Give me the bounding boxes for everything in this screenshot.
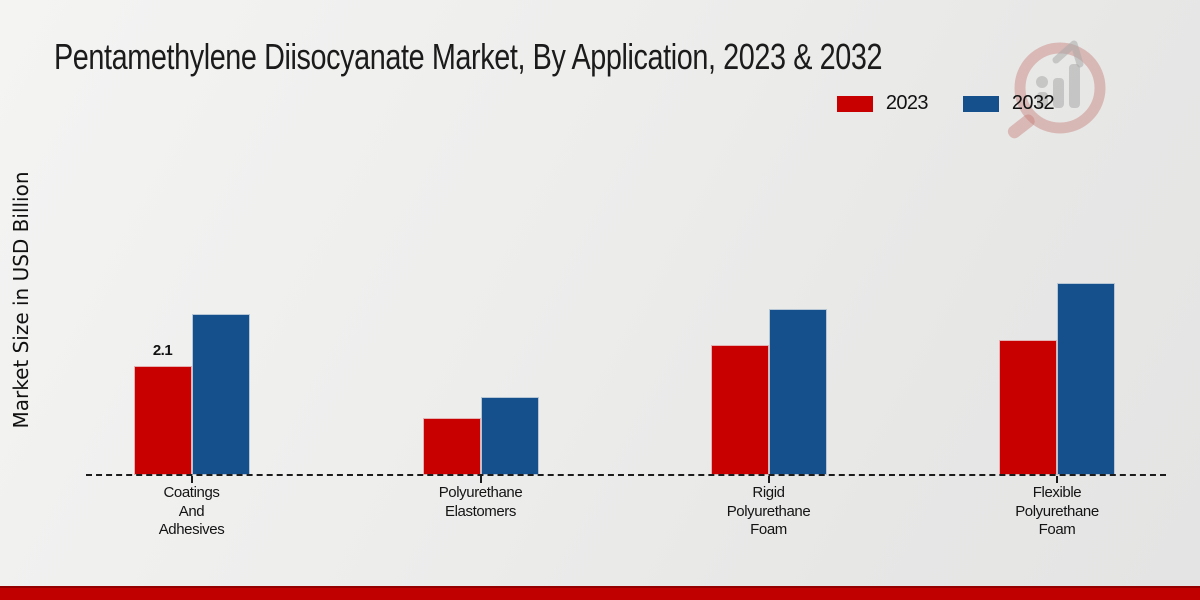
x-axis-category-label-line: Polyurethane (1015, 502, 1099, 520)
x-axis-category-label: Flexible Polyurethane Foam (947, 484, 1167, 540)
legend-swatch-2023 (835, 94, 874, 113)
x-axis-tick (767, 476, 770, 483)
legend-item-2023: 2023 (835, 92, 929, 115)
bar-2023-category-1 (422, 418, 481, 475)
x-axis-category-label-line: And (178, 502, 205, 520)
x-axis-category-label-line: Polyurethane (438, 484, 523, 501)
x-axis-tick (1056, 476, 1058, 483)
bar-2023-category-0 (133, 366, 192, 475)
x-axis-category-label-line: Foam (750, 521, 787, 538)
legend-item-2032: 2032 (961, 92, 1055, 115)
x-axis-tick (190, 476, 193, 483)
x-axis-category-label-line: Polyurethane (726, 502, 811, 520)
bar-2023-category-2 (710, 345, 769, 475)
x-axis-category-label-line: Coatings (163, 484, 220, 501)
bar-value-label: 2.1 (152, 342, 173, 359)
bar-2032-category-0 (191, 314, 250, 475)
x-axis-category-label: Polyurethane Elastomers (371, 484, 591, 521)
bar-2023-category-3 (999, 340, 1057, 475)
x-axis-baseline (86, 474, 1166, 476)
x-axis-category-label-line: Elastomers (444, 502, 517, 520)
x-axis-category-label-line: Adhesives (158, 521, 225, 538)
x-axis-category-label-line: Rigid (752, 484, 785, 501)
bar-2032-category-3 (1057, 283, 1115, 475)
x-axis-category-label: Coatings And Adhesives (82, 484, 302, 540)
legend-label: 2032 (1011, 92, 1055, 114)
chart-title: Pentamethylene Diisocyanate Market, By A… (54, 36, 883, 77)
x-axis-category-label: Rigid Polyurethane Foam (659, 484, 879, 540)
bar-2032-category-2 (768, 309, 827, 475)
legend-swatch-2032 (961, 94, 1000, 113)
bar-2032-category-1 (480, 397, 539, 475)
y-axis-label: Market Size in USD Billion (9, 171, 33, 429)
legend-label: 2023 (885, 92, 929, 114)
legend: 2023 2032 (835, 92, 1055, 115)
x-axis-category-label-line: Foam (1038, 521, 1076, 538)
magnifier-bar-chart-logo-icon (1007, 40, 1106, 139)
x-axis-category-label-line: Flexible (1032, 484, 1082, 501)
footer-accent-bar (0, 586, 1200, 600)
x-axis-tick (479, 476, 482, 483)
